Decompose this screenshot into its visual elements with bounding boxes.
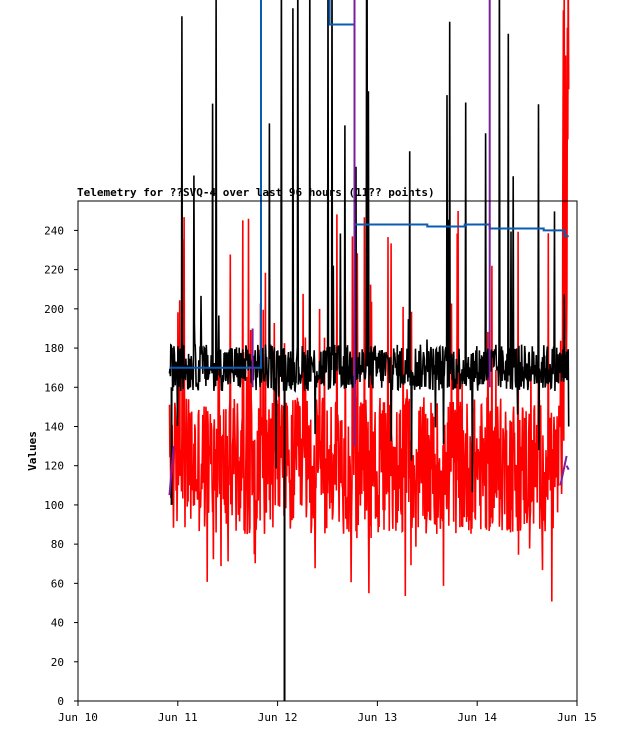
x-tick-label: Jun 10	[58, 711, 98, 724]
y-tick-label: 200	[44, 303, 64, 316]
x-tick-label: Jun 11	[158, 711, 198, 724]
x-tick-label: Jun 12	[258, 711, 298, 724]
series-segment	[565, 465, 570, 471]
y-tick-label: 220	[44, 264, 64, 277]
x-tick-label: Jun 14	[457, 711, 497, 724]
x-ticks: Jun 10 Jun 11 Jun 12 Jun 13 Jun 14 Jun 15	[58, 701, 597, 724]
series-segment	[168, 446, 175, 496]
y-axis-label: Values	[26, 431, 39, 471]
y-tick-label: 240	[44, 224, 64, 237]
y-tick-label: 160	[44, 381, 64, 394]
y-tick-label: 140	[44, 420, 64, 433]
y-tick-label: 60	[51, 577, 64, 590]
y-tick-label: 180	[44, 342, 64, 355]
x-tick-label: Jun 13	[358, 711, 398, 724]
y-tick-label: 40	[51, 617, 64, 630]
series-segment	[559, 455, 568, 486]
chart-title: Telemetry for ??SVQ-4 over last 96 hours…	[77, 186, 435, 199]
y-tick-label: 20	[51, 656, 64, 669]
plot-frame	[77, 200, 578, 702]
y-tick-label: 0	[57, 695, 64, 708]
y-tick-label: 80	[51, 538, 64, 551]
x-tick-label: Jun 15	[557, 711, 597, 724]
axes-layer	[77, 200, 578, 702]
series-line-0	[168, 0, 570, 602]
series-line-1	[168, 0, 570, 493]
y-tick-label: 100	[44, 499, 64, 512]
y-ticks: 0 20 40 60 80 100 120 140 160 180 200 220 240	[44, 224, 78, 708]
y-tick-label: 120	[44, 460, 64, 473]
series-layer	[168, 0, 570, 701]
